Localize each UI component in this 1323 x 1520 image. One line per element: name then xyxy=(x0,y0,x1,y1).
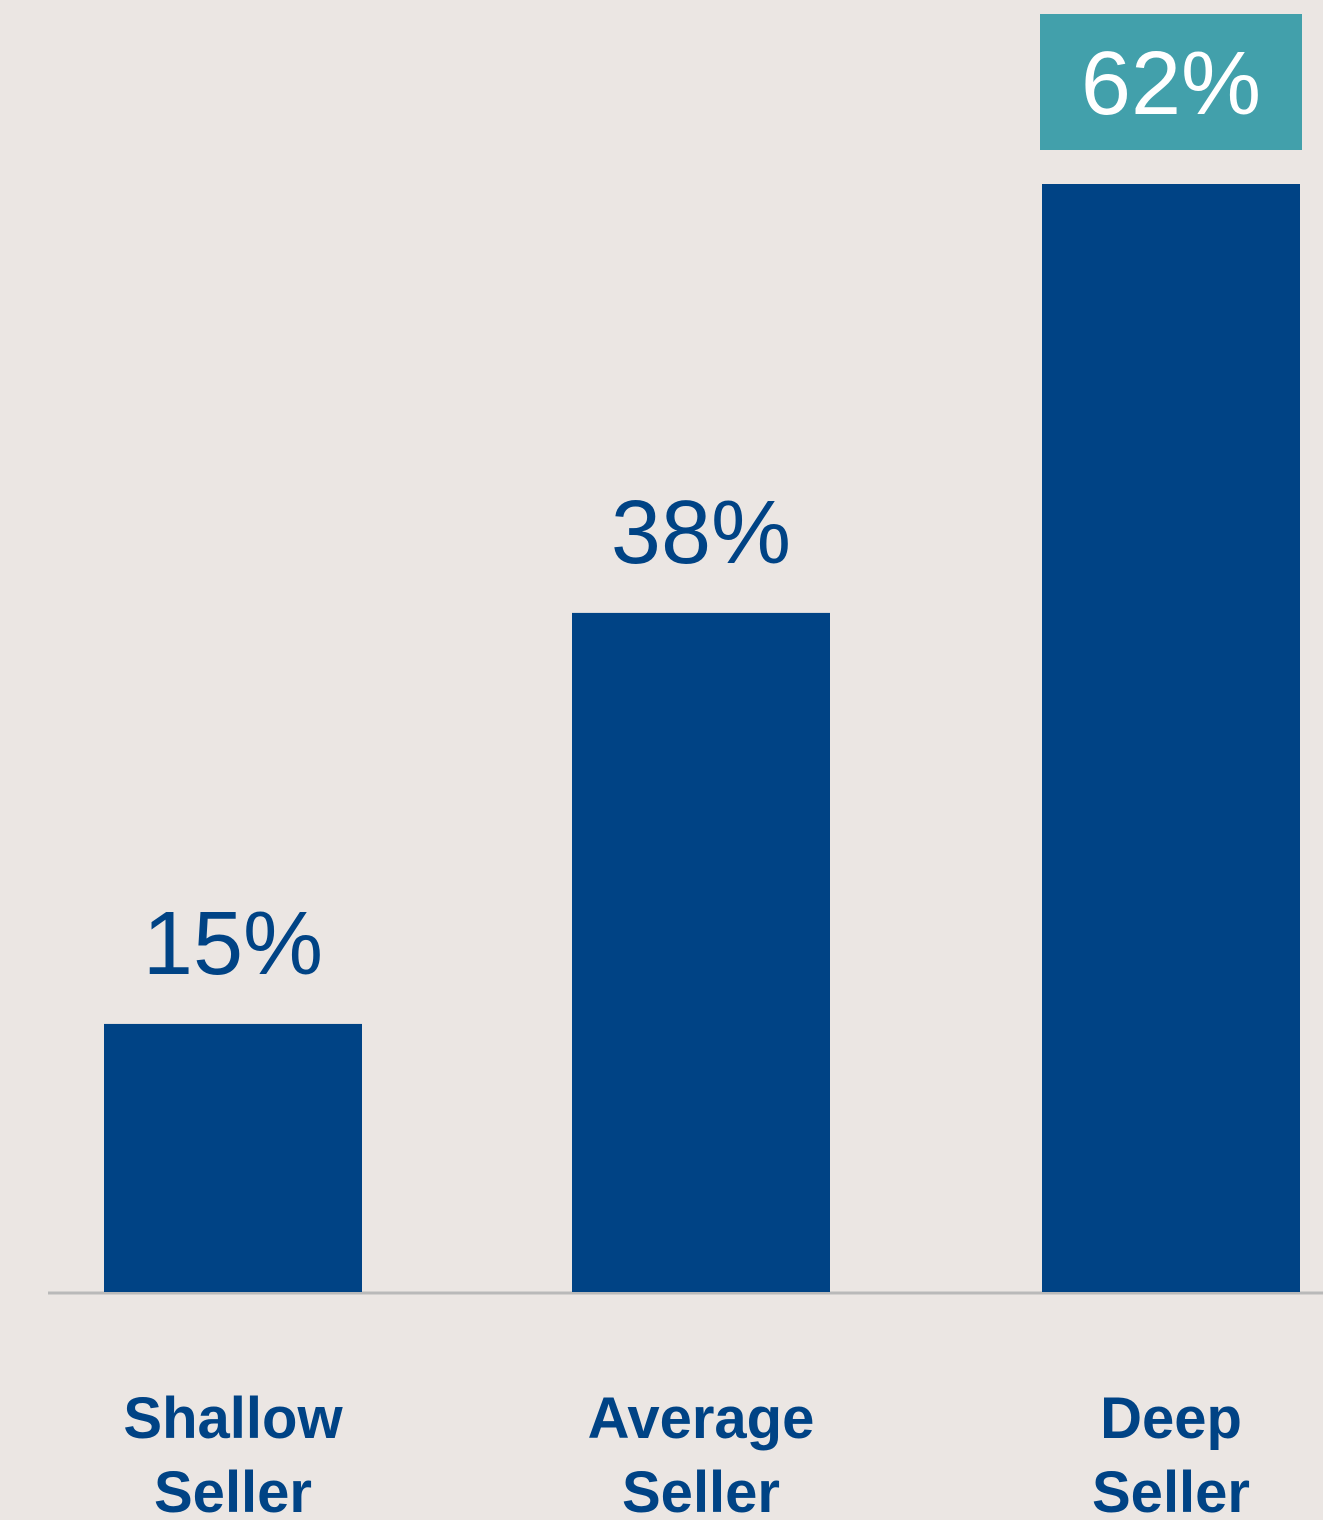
value-label-shallow: 15% xyxy=(143,894,323,994)
category-label-average: Average Seller xyxy=(588,1386,815,1520)
highlight-label-box xyxy=(1040,14,1302,150)
category-label-shallow: Shallow Seller xyxy=(123,1386,343,1520)
bar-shallow xyxy=(104,1023,362,1292)
bar-deep xyxy=(1042,184,1300,1292)
category-label-deep: Deep Seller xyxy=(1092,1386,1250,1520)
value-label-average: 38% xyxy=(611,483,791,583)
labels-group: 15% Shallow Seller 38% Average Seller 62% Deep S… xyxy=(123,14,1302,1520)
value-label-deep: 62% xyxy=(1081,34,1261,134)
bar-average xyxy=(572,612,830,1292)
bars-group xyxy=(104,184,1300,1292)
